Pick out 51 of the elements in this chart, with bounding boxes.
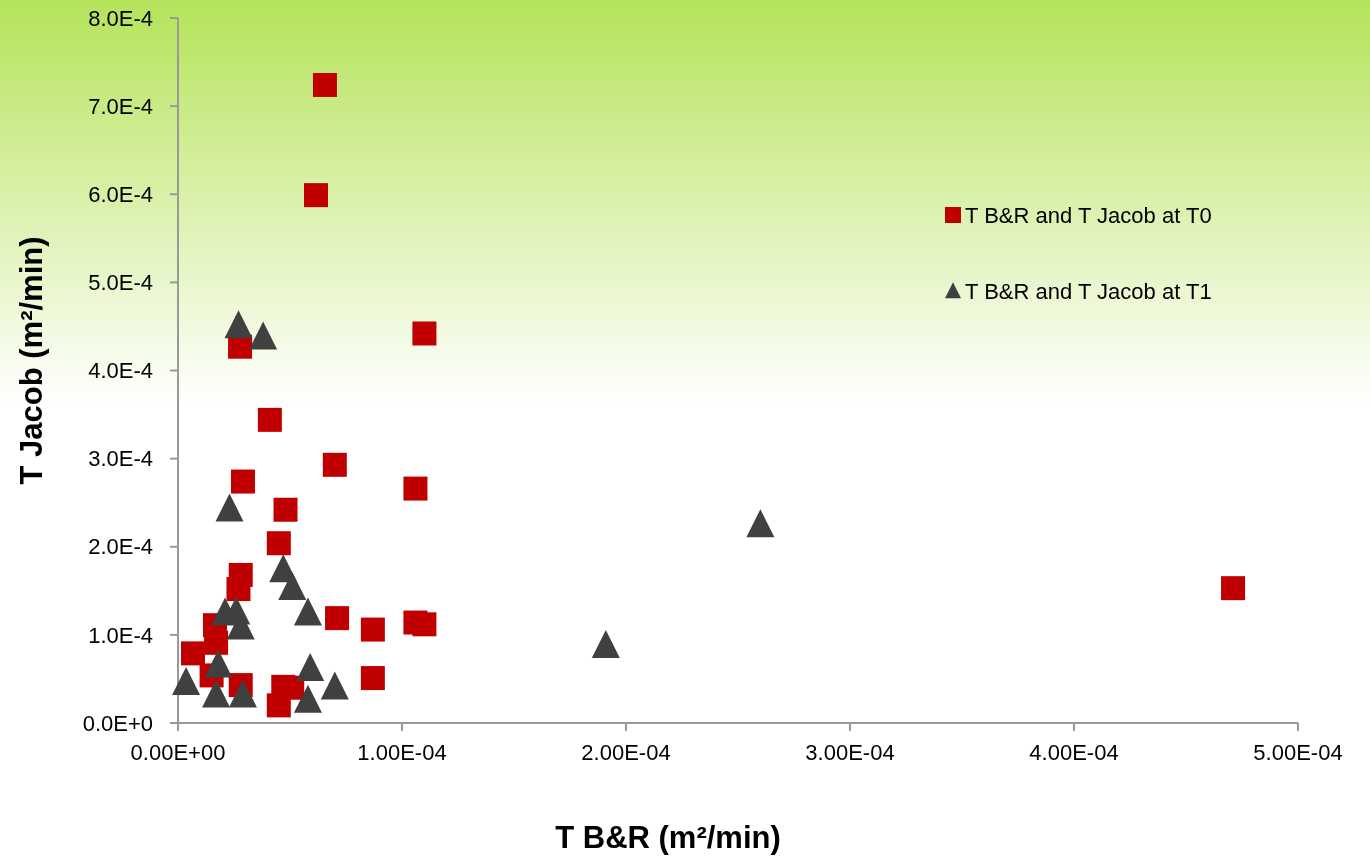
- point: [403, 476, 428, 501]
- x-tick-label: 0.00E+00: [130, 740, 226, 765]
- point: [591, 630, 620, 659]
- point: [215, 493, 244, 522]
- y-tick-label: 1.0E-4: [88, 622, 153, 648]
- y-tick-label: 6.0E-4: [88, 181, 153, 207]
- point: [303, 183, 328, 208]
- x-tick-label: 4.00E-04: [1029, 740, 1119, 765]
- point: [746, 509, 775, 538]
- point: [320, 671, 349, 700]
- point: [228, 679, 257, 708]
- y-tick-label: 3.0E-4: [88, 446, 153, 472]
- point: [360, 666, 385, 691]
- legend-label: T B&R and T Jacob at T1: [965, 278, 1212, 304]
- y-tick-label: 8.0E-4: [88, 5, 153, 31]
- y-tick-label: 7.0E-4: [88, 93, 153, 119]
- point: [293, 684, 322, 713]
- point: [204, 649, 233, 678]
- y-tick-label: 4.0E-4: [88, 358, 153, 384]
- y-axis-title: T Jacob (m²/min): [14, 236, 49, 485]
- point: [360, 617, 385, 642]
- point: [325, 606, 350, 631]
- point: [224, 310, 253, 339]
- point: [1221, 576, 1246, 601]
- point: [204, 630, 229, 655]
- point: [278, 571, 307, 600]
- point: [230, 469, 255, 494]
- x-tick-label: 5.00E-04: [1253, 740, 1343, 765]
- point: [172, 667, 201, 696]
- legend-label: T B&R and T Jacob at T0: [965, 202, 1212, 228]
- point: [226, 577, 251, 602]
- point: [412, 321, 437, 346]
- point: [293, 597, 322, 626]
- point: [249, 321, 278, 350]
- point: [296, 652, 325, 681]
- point: [266, 693, 291, 718]
- point: [322, 452, 347, 477]
- point: [412, 612, 437, 637]
- x-axis-title: T B&R (m²/min): [555, 820, 781, 855]
- point: [181, 641, 206, 666]
- point: [202, 679, 231, 708]
- y-tick-label: 5.0E-4: [88, 270, 153, 296]
- y-tick-label: 0.0E+0: [82, 710, 153, 736]
- x-tick-label: 2.00E-04: [581, 740, 671, 765]
- point: [273, 497, 298, 522]
- point: [257, 407, 282, 432]
- point: [266, 531, 291, 556]
- x-tick-label: 1.00E-04: [357, 740, 447, 765]
- point: [312, 72, 337, 97]
- y-tick-label: 2.0E-4: [88, 534, 153, 560]
- x-tick-label: 3.00E-04: [805, 740, 895, 765]
